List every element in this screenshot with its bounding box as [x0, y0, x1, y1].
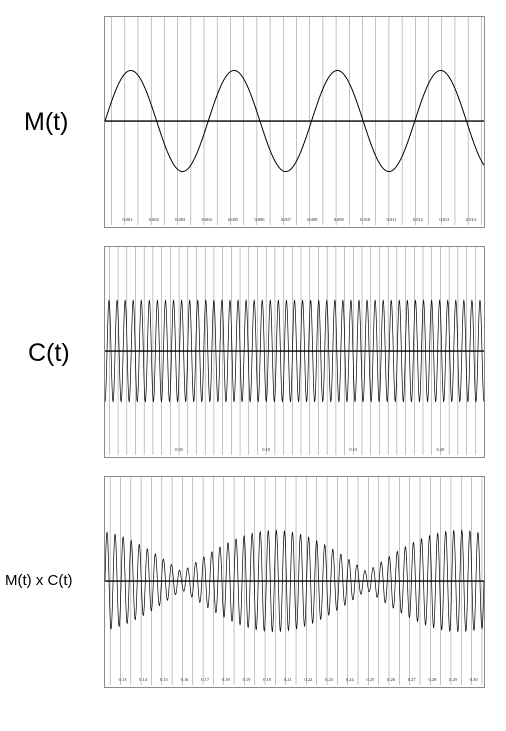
tick-label: 0.008 [307, 217, 318, 222]
chart-modulating-signal: 0.001 0.002 0.003 0.004 0.005 0.006 0.007 0.008… [104, 17, 485, 226]
tick-label: 0.13 [119, 677, 128, 682]
tick-label: 0.30 [470, 677, 479, 682]
chart-product-signal: 0.13 0.14 0.15 0.16 0.17 0.18 0.19 0.10 0.21 0.22… [104, 477, 485, 686]
tick-label: 0.014 [466, 217, 477, 222]
chart-carrier-signal: 0.05 0.10 0.15 0.20 [104, 247, 485, 456]
row-label-product: M(t) x C(t) [5, 572, 73, 589]
tick-label: 0.007 [281, 217, 292, 222]
tick-label: 0.010 [360, 217, 371, 222]
tick-label: 0.22 [305, 677, 313, 682]
row-label-c: C(t) [28, 339, 70, 367]
tick-label: 0.23 [325, 677, 334, 682]
tick-labels: 0.13 0.14 0.15 0.16 0.17 0.18 0.19 0.10 0.21 0.22… [119, 677, 479, 682]
tick-labels: 0.05 0.10 0.15 0.20 [175, 447, 445, 452]
chart-panel-carrier: 0.05 0.10 0.15 0.20 [104, 246, 485, 458]
chart-panel-modulating: 0.001 0.002 0.003 0.004 0.005 0.006 0.007 0.008… [104, 16, 485, 228]
tick-label: 0.001 [122, 217, 132, 222]
tick-label: 0.05 [175, 447, 184, 452]
chart-panel-product: 0.13 0.14 0.15 0.16 0.17 0.18 0.19 0.10 0.21 0.22… [104, 476, 485, 688]
tick-label: 0.14 [139, 677, 148, 682]
tick-label: 0.013 [439, 217, 450, 222]
tick-label: 0.011 [387, 217, 397, 222]
tick-label: 0.25 [366, 677, 375, 682]
series-line [104, 69, 485, 173]
series-line [104, 299, 485, 403]
tick-label: 0.29 [449, 677, 458, 682]
tick-label: 0.003 [175, 217, 186, 222]
tick-label: 0.26 [387, 677, 396, 682]
tick-label: 0.004 [202, 217, 213, 222]
tick-label: 0.28 [428, 677, 437, 682]
tick-label: 0.27 [408, 677, 417, 682]
tick-label: 0.17 [201, 677, 210, 682]
tick-label: 0.10 [263, 677, 272, 682]
tick-label: 0.002 [149, 217, 159, 222]
tick-label: 0.16 [181, 677, 190, 682]
tick-label: 0.20 [437, 447, 446, 452]
tick-label: 0.005 [228, 217, 239, 222]
tick-label: 0.012 [413, 217, 423, 222]
tick-label: 0.21 [284, 677, 292, 682]
tick-label: 0.10 [262, 447, 271, 452]
tick-label: 0.19 [243, 677, 252, 682]
tick-label: 0.15 [160, 677, 169, 682]
tick-label: 0.24 [346, 677, 355, 682]
tick-label: 0.15 [349, 447, 358, 452]
tick-labels: 0.001 0.002 0.003 0.004 0.005 0.006 0.007 0.008… [122, 217, 476, 222]
row-label-m: M(t) [24, 108, 69, 136]
tick-label: 0.18 [222, 677, 231, 682]
tick-label: 0.009 [334, 217, 345, 222]
tick-label: 0.006 [254, 217, 265, 222]
